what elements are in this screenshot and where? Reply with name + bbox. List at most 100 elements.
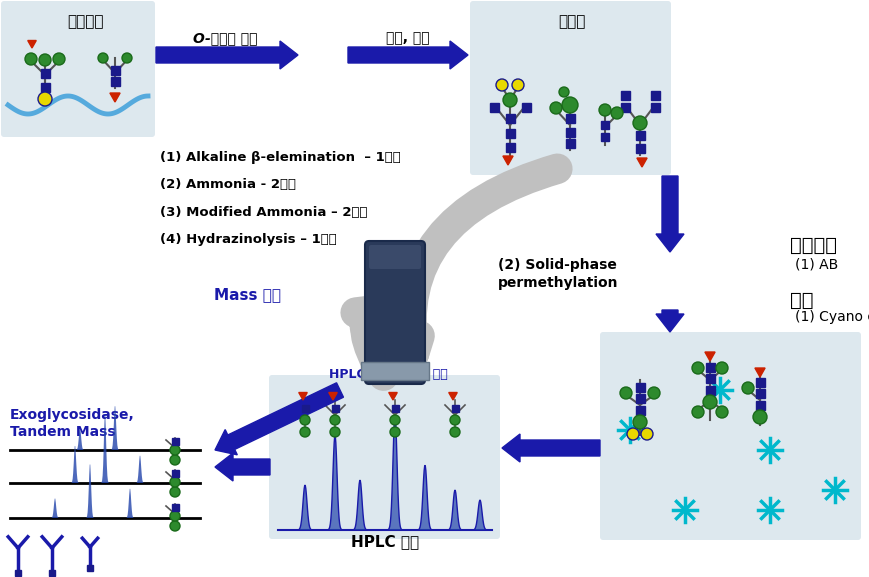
Bar [651,91,660,99]
Circle shape [692,362,704,374]
Circle shape [641,428,653,440]
Bar [489,103,499,111]
Bar [755,388,765,398]
Circle shape [300,427,310,437]
Bar [706,362,714,372]
Circle shape [39,54,51,66]
Circle shape [559,87,569,97]
Circle shape [716,362,728,374]
Bar [620,103,629,111]
Circle shape [390,427,400,437]
Bar [620,91,629,99]
Circle shape [620,387,632,399]
FancyBboxPatch shape [369,245,421,269]
Bar [41,83,50,92]
Bar [706,373,714,383]
Circle shape [450,427,460,437]
Bar [755,377,765,387]
Text: (3) Modified Ammonia – 2세부: (3) Modified Ammonia – 2세부 [160,205,368,219]
Circle shape [330,415,340,425]
Bar [521,103,530,111]
Circle shape [53,53,65,65]
Text: permethylation: permethylation [498,276,619,290]
Bar [635,130,645,140]
Text: (1) AB: (1) AB [795,258,839,272]
Bar [41,69,50,77]
Bar [171,504,178,511]
Bar [635,383,645,392]
Bar [706,385,714,395]
Polygon shape [705,352,715,361]
Bar [171,470,178,477]
Text: (4) Hydrazinolysis – 1세부: (4) Hydrazinolysis – 1세부 [160,233,337,245]
Bar [635,144,645,152]
Circle shape [98,53,108,63]
Circle shape [170,511,180,521]
Bar [506,129,514,137]
Polygon shape [28,40,36,48]
Bar [635,394,645,403]
Bar [302,404,308,411]
Text: (2) Ammonia - 2세부: (2) Ammonia - 2세부 [160,178,296,192]
FancyBboxPatch shape [269,375,500,539]
Circle shape [753,410,767,424]
Text: Mass 분석: Mass 분석 [215,287,282,302]
Polygon shape [299,392,308,400]
Circle shape [648,387,660,399]
Circle shape [170,445,180,455]
Circle shape [512,79,524,91]
Circle shape [716,406,728,418]
Bar [506,143,514,152]
Circle shape [633,116,647,130]
Circle shape [599,104,611,116]
Circle shape [496,79,508,91]
Circle shape [330,427,340,437]
Polygon shape [348,41,468,69]
Bar [506,114,514,122]
Bar [601,121,609,129]
Bar [452,404,459,411]
Text: Exoglycosidase,: Exoglycosidase, [10,408,135,422]
Bar [601,133,609,141]
Circle shape [450,415,460,425]
Polygon shape [637,158,647,167]
Polygon shape [755,368,765,377]
Bar [110,77,120,85]
Circle shape [562,97,578,113]
Circle shape [742,382,754,394]
Text: (2) Solid-phase: (2) Solid-phase [498,258,617,272]
Bar [361,362,429,380]
FancyBboxPatch shape [1,1,155,137]
Text: HPLC-Maldi 연계 분석: HPLC-Maldi 연계 분석 [328,368,448,380]
FancyBboxPatch shape [470,1,671,175]
Circle shape [550,102,562,114]
Bar [566,138,574,148]
FancyBboxPatch shape [365,241,425,384]
Bar [110,66,120,74]
Circle shape [633,415,647,429]
Text: HPLC 분석: HPLC 분석 [351,534,419,549]
Polygon shape [503,156,513,165]
Text: 당사슬: 당사슬 [558,14,586,29]
Text: O-당사슬 유리: O-당사슬 유리 [193,31,257,45]
Circle shape [170,455,180,465]
Text: 형광표지: 형광표지 [790,235,837,254]
Polygon shape [388,392,397,400]
Polygon shape [328,392,337,400]
Bar [635,406,645,414]
Polygon shape [656,176,684,252]
Circle shape [170,487,180,497]
Bar [566,128,574,137]
Bar [171,437,178,444]
Bar [651,103,660,111]
Text: (1) Cyano column: (1) Cyano column [795,310,869,324]
Polygon shape [502,434,600,462]
Circle shape [170,477,180,487]
Text: (1) Alkaline β-elemination  – 1세부: (1) Alkaline β-elemination – 1세부 [160,152,401,164]
Bar [15,570,21,576]
Polygon shape [448,392,457,400]
Circle shape [503,93,517,107]
FancyBboxPatch shape [600,332,861,540]
Polygon shape [215,453,270,481]
Circle shape [692,406,704,418]
